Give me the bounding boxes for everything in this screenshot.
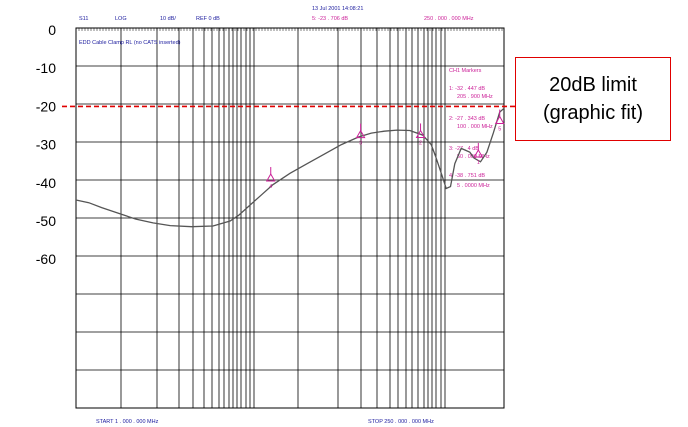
- s11-trace: [75, 107, 505, 228]
- markers-panel-title: CH1 Markers: [449, 68, 482, 74]
- ref-label: REF 0 dB: [196, 16, 220, 22]
- marker-readout-level: 5: -23 . 706 dB: [312, 16, 348, 22]
- marker-label: 5: [498, 127, 501, 133]
- y-tick-label: -10: [36, 60, 56, 76]
- marker-label: 3: [359, 141, 362, 147]
- marker-line: 2: -27 . 343 dB: [449, 116, 485, 122]
- chart-grid: [75, 27, 505, 409]
- annotation-line-2: (graphic fit): [542, 102, 644, 124]
- marker-glyphs: 4 3 2 1 5: [265, 109, 505, 190]
- marker-triangle: [415, 129, 426, 138]
- marker-line: 205 . 900 MHz: [457, 94, 493, 100]
- annotation-line-1: 20dB limit: [549, 74, 637, 96]
- start-label: START 1 . 000 . 000 MHz: [96, 419, 159, 425]
- marker-label: 1: [477, 160, 480, 166]
- format-label: LOG: [115, 16, 127, 22]
- y-tick-labels: 0 -10 -20 -30 -40 -50 -60: [36, 22, 56, 267]
- y-tick-label: -50: [36, 213, 56, 229]
- param-label: S11: [79, 16, 88, 22]
- marker-line: 1: -32 . 447 dB: [449, 86, 485, 92]
- marker-triangle: [265, 173, 276, 182]
- y-tick-label: -60: [36, 251, 56, 267]
- marker-readout-freq: 250 . 000 . 000 MHz: [424, 16, 474, 22]
- y-tick-label: -40: [36, 175, 56, 191]
- y-tick-label: -20: [36, 98, 56, 114]
- marker-line: 100 . 000 MHz: [457, 124, 493, 130]
- marker-label: 4: [269, 184, 272, 190]
- chart-title: EDD Cable Clamp RL (no CATS inserted): [79, 40, 181, 46]
- timestamp: 13 Jul 2001 14:08:21: [312, 6, 363, 12]
- scale-label: 10 dB/: [160, 16, 176, 22]
- marker-label: 2: [419, 140, 422, 146]
- marker-line: 4: -38 . 751 dB: [449, 173, 485, 179]
- marker-triangle: [494, 115, 505, 125]
- marker-triangle: [355, 129, 366, 139]
- stop-label: STOP 250 . 000 . 000 MHz: [368, 419, 434, 425]
- limit-annotation: 20dB limit (graphic fit): [515, 57, 671, 141]
- markers-panel: CH1 Markers 1: -32 . 447 dB 205 . 900 MH…: [449, 68, 493, 189]
- y-tick-label: -30: [36, 137, 56, 153]
- marker-line: 5 . 0000 MHz: [457, 183, 490, 189]
- marker-triangle: [473, 148, 484, 158]
- y-tick-label: 0: [48, 22, 56, 38]
